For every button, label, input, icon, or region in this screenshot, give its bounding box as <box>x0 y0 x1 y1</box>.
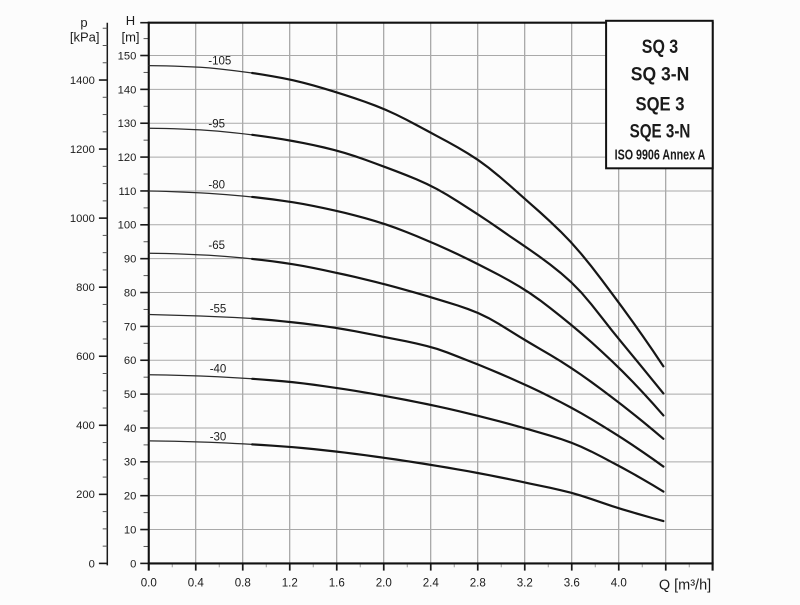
svg-text:-105: -105 <box>208 56 231 68</box>
svg-text:0.4: 0.4 <box>188 577 205 590</box>
svg-text:70: 70 <box>124 321 136 333</box>
svg-text:[m]: [m] <box>121 29 139 44</box>
svg-text:150: 150 <box>118 50 137 62</box>
svg-text:200: 200 <box>76 489 95 501</box>
svg-text:60: 60 <box>124 355 136 367</box>
svg-text:Q [m³/h]: Q [m³/h] <box>659 578 711 594</box>
svg-text:100: 100 <box>118 220 137 232</box>
svg-text:50: 50 <box>124 389 136 401</box>
svg-text:[kPa]: [kPa] <box>70 29 100 44</box>
svg-text:1200: 1200 <box>70 144 95 156</box>
svg-text:110: 110 <box>118 186 136 198</box>
svg-text:0: 0 <box>130 558 136 570</box>
svg-text:2.0: 2.0 <box>376 577 392 590</box>
svg-text:H: H <box>126 13 135 28</box>
svg-text:30: 30 <box>124 457 136 469</box>
svg-text:-40: -40 <box>210 364 227 376</box>
svg-text:0.8: 0.8 <box>235 577 251 590</box>
svg-text:4.0: 4.0 <box>611 577 627 590</box>
svg-text:SQ 3-N: SQ 3-N <box>631 65 690 86</box>
svg-text:0.0: 0.0 <box>141 577 157 590</box>
svg-text:1400: 1400 <box>70 75 95 87</box>
svg-text:0: 0 <box>89 558 95 570</box>
svg-text:800: 800 <box>76 282 95 294</box>
svg-text:SQE 3: SQE 3 <box>636 95 685 116</box>
svg-text:-65: -65 <box>208 240 225 252</box>
svg-text:1.6: 1.6 <box>329 577 345 590</box>
svg-text:SQE 3-N: SQE 3-N <box>630 122 691 143</box>
svg-text:80: 80 <box>124 287 136 299</box>
svg-text:90: 90 <box>124 254 136 266</box>
svg-text:1000: 1000 <box>70 213 95 225</box>
svg-text:3.6: 3.6 <box>564 577 580 590</box>
svg-text:10: 10 <box>124 524 136 536</box>
svg-text:-30: -30 <box>210 432 227 444</box>
svg-text:40: 40 <box>124 423 136 435</box>
svg-text:400: 400 <box>76 420 95 432</box>
svg-text:2.4: 2.4 <box>423 577 440 590</box>
svg-text:-80: -80 <box>208 180 225 192</box>
svg-text:3.2: 3.2 <box>517 577 533 590</box>
svg-text:130: 130 <box>118 118 137 130</box>
svg-text:140: 140 <box>118 84 137 96</box>
svg-text:-95: -95 <box>208 119 225 131</box>
svg-text:120: 120 <box>118 152 137 164</box>
svg-text:20: 20 <box>124 491 136 503</box>
svg-text:2.8: 2.8 <box>470 577 486 590</box>
svg-text:SQ 3: SQ 3 <box>642 37 679 58</box>
svg-text:600: 600 <box>76 351 95 363</box>
svg-text:ISO 9906 Annex A: ISO 9906 Annex A <box>615 147 706 163</box>
svg-text:1.2: 1.2 <box>282 577 298 590</box>
svg-text:p: p <box>80 15 87 30</box>
svg-text:-55: -55 <box>210 304 227 316</box>
